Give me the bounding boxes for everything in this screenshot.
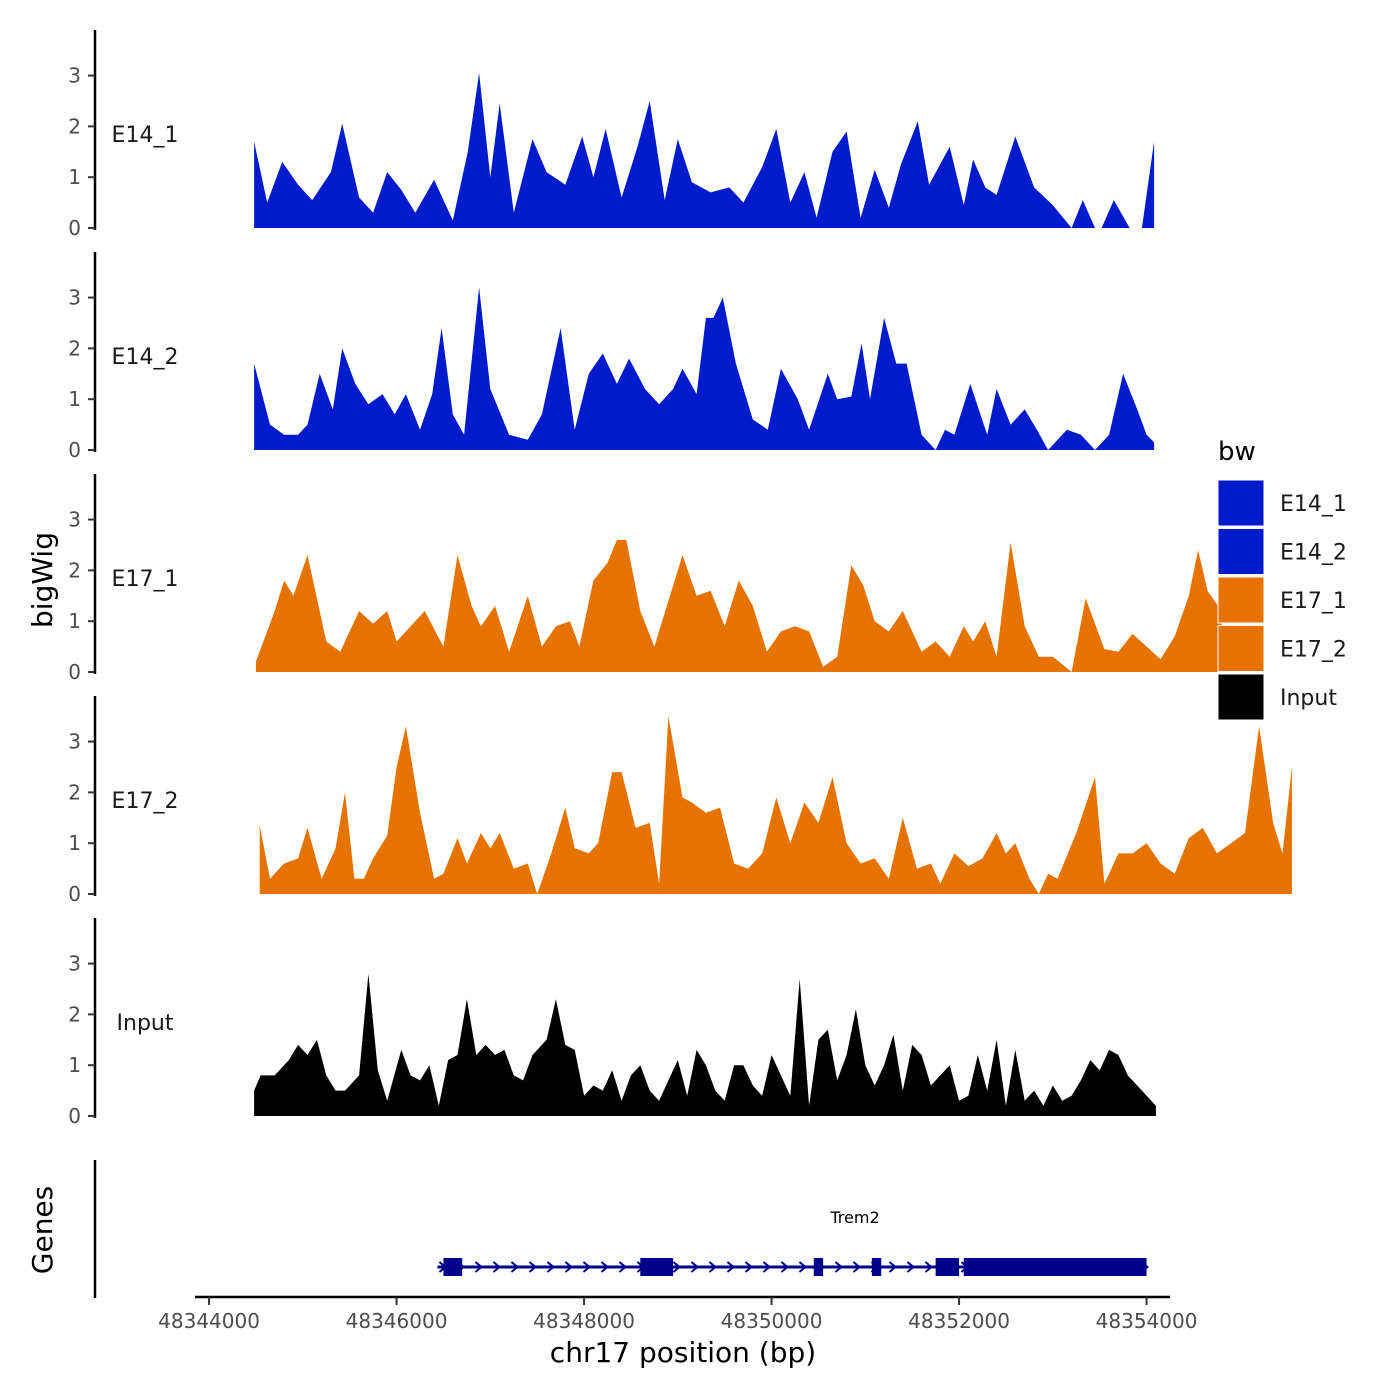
legend-swatch <box>1217 479 1265 527</box>
track-label: E17_1 <box>112 567 179 592</box>
track-label: E14_2 <box>112 345 179 370</box>
legend-swatch <box>1217 625 1265 672</box>
track-area <box>254 287 1155 450</box>
legend-swatch <box>1217 673 1265 721</box>
gene-exon <box>443 1258 463 1276</box>
x-tick-label: 48344000 <box>158 1309 260 1333</box>
genes-panel: Trem2 <box>93 1160 1150 1298</box>
legend: bw E14_1 E14_2 E17_1 E17_2 Input <box>1217 437 1347 721</box>
strand-arrow <box>744 1261 754 1273</box>
y-tick-label: 1 <box>68 165 81 189</box>
x-tick-label: 48352000 <box>908 1309 1010 1333</box>
strand-arrow <box>474 1261 484 1273</box>
track-panels: 0 1 2 3 E14_1 0 1 2 3 E14_2 0 1 2 3 E17_1 0 1 2 3 E17_2 0 1 2 3… <box>68 30 1292 1128</box>
y-tick-label: 1 <box>68 1053 81 1077</box>
track-e14-1: 0 1 2 3 E14_1 <box>68 30 1155 240</box>
y-tick-label: 2 <box>68 780 81 804</box>
strand-arrow <box>798 1261 808 1273</box>
track-area <box>259 716 1292 894</box>
y-tick-label: 2 <box>68 336 81 360</box>
strand-arrow <box>600 1261 610 1273</box>
strand-arrow <box>726 1261 736 1273</box>
y-tick-label: 0 <box>68 438 81 462</box>
track-area <box>254 73 1155 228</box>
legend-title: bw <box>1218 437 1256 467</box>
strand-arrow <box>780 1261 790 1273</box>
legend-label: E14_1 <box>1280 492 1347 517</box>
y-tick-label: 0 <box>68 882 81 906</box>
y-tick-label: 2 <box>68 114 81 138</box>
x-tick-label: 48346000 <box>346 1309 448 1333</box>
strand-arrow <box>762 1261 772 1273</box>
gene-exon <box>640 1258 674 1276</box>
strand-arrow <box>852 1261 862 1273</box>
y-tick-label: 3 <box>68 508 81 532</box>
strand-arrow <box>690 1261 700 1273</box>
y-tick-label: 3 <box>68 64 81 88</box>
y-tick-label: 3 <box>68 730 81 754</box>
y-tick-label: 1 <box>68 831 81 855</box>
y-tick-label: 3 <box>68 952 81 976</box>
y-tick-label: 1 <box>68 609 81 633</box>
strand-arrow <box>924 1261 934 1273</box>
gene-exon <box>935 1258 960 1276</box>
legend-swatch <box>1217 528 1265 575</box>
x-axis-title: chr17 position (bp) <box>550 1336 816 1369</box>
strand-arrow <box>906 1261 916 1273</box>
strand-arrow <box>510 1261 520 1273</box>
x-tick-label: 48348000 <box>533 1309 635 1333</box>
legend-label: E17_2 <box>1280 638 1347 663</box>
gene-label: Trem2 <box>829 1208 879 1227</box>
x-tick-label: 48354000 <box>1096 1309 1198 1333</box>
track-e17-1: 0 1 2 3 E17_1 <box>68 474 1222 684</box>
y-tick-label: 1 <box>68 387 81 411</box>
genes-axis-title: Genes <box>26 1186 59 1274</box>
x-axis: 48344000 48346000 48348000 48350000 48352000… <box>158 1295 1198 1333</box>
y-tick-label: 3 <box>68 286 81 310</box>
gene-exon <box>813 1258 824 1276</box>
track-e14-2: 0 1 2 3 E14_2 <box>68 252 1155 462</box>
strand-arrow <box>888 1261 898 1273</box>
track-area <box>255 539 1222 672</box>
y-tick-label: 0 <box>68 660 81 684</box>
legend-swatch <box>1217 576 1265 624</box>
strand-arrow <box>672 1261 682 1273</box>
track-label: E17_2 <box>112 789 179 814</box>
y-tick-label: 2 <box>68 558 81 582</box>
strand-arrow <box>618 1261 628 1273</box>
gene-exon <box>963 1258 1147 1276</box>
y-tick-label: 2 <box>68 1002 81 1026</box>
track-area <box>254 973 1156 1116</box>
legend-label: E17_1 <box>1280 589 1347 614</box>
strand-arrow <box>834 1261 844 1273</box>
strand-arrow <box>546 1261 556 1273</box>
y-tick-label: 0 <box>68 216 81 240</box>
strand-arrow <box>708 1261 718 1273</box>
strand-arrow <box>564 1261 574 1273</box>
strand-arrow <box>492 1261 502 1273</box>
track-label: E14_1 <box>112 123 179 148</box>
strand-arrow <box>528 1261 538 1273</box>
gene-exon <box>871 1258 882 1276</box>
x-tick-label: 48350000 <box>721 1309 823 1333</box>
y-tick-label: 0 <box>68 1104 81 1128</box>
track-input: 0 1 2 3 Input <box>68 918 1156 1128</box>
strand-arrow <box>582 1261 592 1273</box>
legend-label: Input <box>1280 686 1337 711</box>
legend-label: E14_2 <box>1280 541 1347 566</box>
y-axis-title: bigWig <box>26 532 59 628</box>
track-e17-2: 0 1 2 3 E17_2 <box>68 696 1292 906</box>
track-label: Input <box>117 1011 174 1036</box>
